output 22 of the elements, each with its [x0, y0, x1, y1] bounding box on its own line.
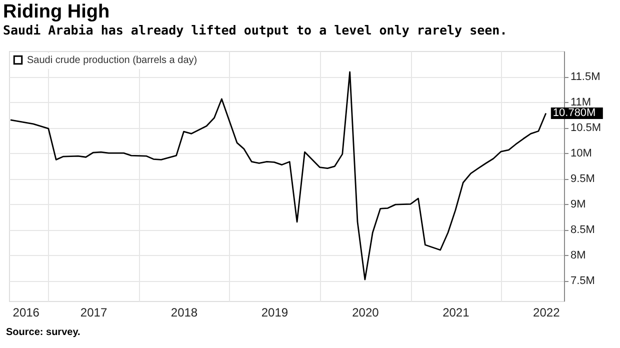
y-tick-label: 8M: [570, 250, 586, 262]
y-tick-label: 11M: [570, 96, 592, 109]
y-tick-label: 10M: [570, 148, 592, 160]
y-tick-label: 7.5M: [570, 275, 595, 288]
source-note: Source: survey.: [6, 327, 81, 338]
x-tick-label: 2018: [170, 306, 198, 320]
y-tick-label: 10.5M: [570, 122, 602, 134]
y-tick-label: 9.5M: [570, 173, 595, 186]
y-tick-label: 11.5M: [570, 71, 600, 84]
line-series: [10, 71, 547, 280]
data-label: 10.780M: [552, 107, 596, 120]
x-tick-label: 2019: [261, 306, 288, 320]
x-tick-label: 2020: [352, 306, 380, 320]
x-tick-label: 2022: [533, 306, 560, 320]
x-tick-label: 2017: [80, 306, 108, 320]
legend-label: Saudi crude production (barrels a day): [27, 55, 198, 66]
y-tick-label: 9M: [570, 198, 586, 211]
x-tick-label: 2021: [442, 306, 470, 320]
x-tick-label: 2016: [12, 306, 40, 320]
y-tick-label: 8.5M: [570, 224, 595, 236]
chart-title: Riding High: [3, 2, 110, 22]
chart-subtitle: Saudi Arabia has already lifted output to a level only rarely seen.: [3, 22, 508, 38]
